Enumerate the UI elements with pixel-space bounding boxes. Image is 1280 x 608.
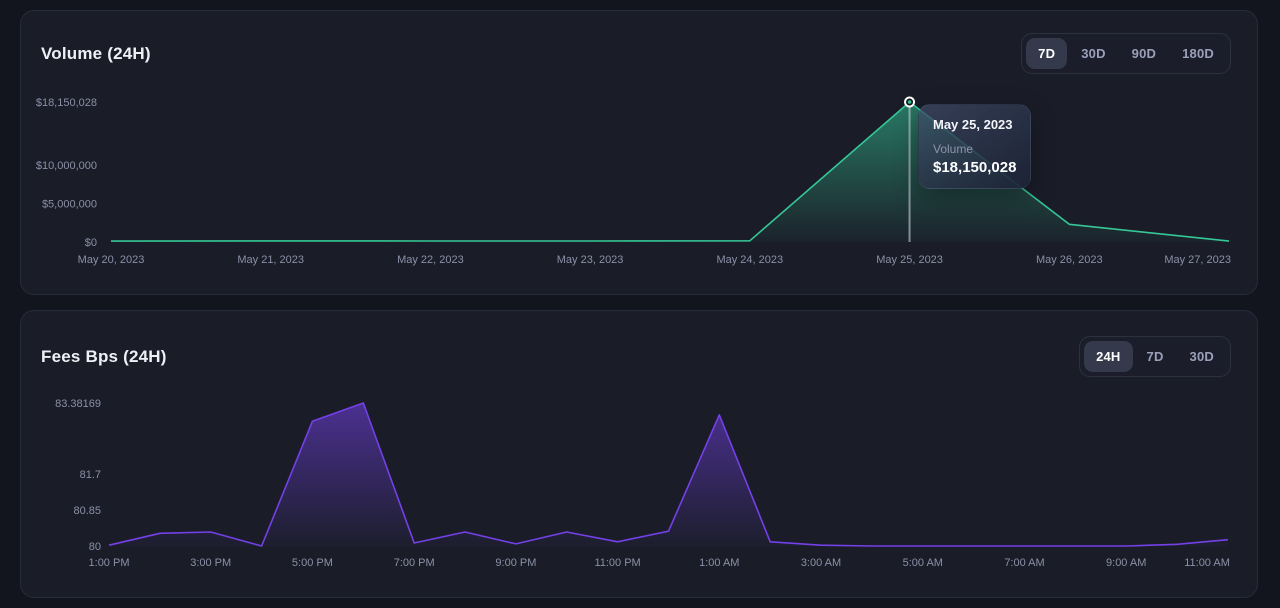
y-tick-label: 80.85 (73, 505, 101, 517)
volume-range-90d-button[interactable]: 90D (1120, 38, 1168, 69)
x-tick-label: May 22, 2023 (397, 254, 464, 266)
tooltip-value: $18,150,028 (933, 159, 1017, 176)
y-tick-label: 83.38169 (55, 398, 101, 410)
volume-chart-line (110, 101, 1230, 242)
x-tick-label: 11:00 AM (1184, 557, 1230, 569)
fees-range-7d-button[interactable]: 7D (1135, 341, 1176, 372)
x-tick-label: 5:00 AM (903, 557, 943, 569)
x-tick-label: 3:00 AM (801, 557, 841, 569)
x-tick-label: 11:00 PM (594, 557, 640, 569)
fees-panel-title: Fees Bps (24H) (41, 347, 167, 366)
x-tick-label: 1:00 AM (699, 557, 739, 569)
fees-chart-area-fill (109, 403, 1228, 546)
x-tick-label: 7:00 PM (394, 557, 435, 569)
x-tick-label: May 25, 2023 (876, 254, 943, 266)
fees-range-30d-button[interactable]: 30D (1178, 341, 1226, 372)
volume-range-30d-button[interactable]: 30D (1069, 38, 1117, 69)
y-tick-label: $5,000,000 (42, 198, 97, 210)
fees-area-chart[interactable]: 83.38169 81.7 80.85 80 1:00 PM 3:00 PM 5:00 PM… (21, 311, 1259, 599)
x-tick-label: 9:00 PM (495, 557, 536, 569)
fees-panel: Fees Bps (24H) 24H 7D 30D 83.38169 81.7 80… (20, 310, 1258, 598)
x-tick-label: May 27, 2023 (1164, 254, 1231, 266)
active-point-dot (907, 100, 912, 104)
fees-range-group: 24H 7D 30D (1079, 336, 1231, 377)
volume-chart-area-fill (111, 102, 1229, 242)
x-tick-label: May 21, 2023 (237, 254, 304, 266)
fees-range-24h-button[interactable]: 24H (1084, 341, 1133, 372)
x-tick-label: 7:00 AM (1004, 557, 1044, 569)
volume-panel: Volume (24H) 7D 30D 90D 180D $18,150,028… (20, 10, 1258, 295)
x-tick-label: 9:00 AM (1106, 557, 1146, 569)
x-tick-label: 1:00 PM (89, 557, 130, 569)
y-tick-label: 81.7 (80, 469, 101, 481)
x-tick-label: May 23, 2023 (557, 254, 624, 266)
y-tick-label: $18,150,028 (36, 97, 97, 109)
x-tick-label: May 20, 2023 (78, 254, 145, 266)
volume-area-chart[interactable]: $18,150,028 $10,000,000 $5,000,000 $0 May 20… (21, 11, 1259, 296)
tooltip-date: May 25, 2023 (933, 117, 1013, 132)
y-tick-label: $10,000,000 (36, 160, 97, 172)
x-tick-label: May 26, 2023 (1036, 254, 1103, 266)
fees-chart-line (108, 402, 1228, 547)
volume-panel-title: Volume (24H) (41, 44, 151, 63)
tooltip-series-label: Volume (933, 142, 974, 156)
x-tick-label: 5:00 PM (292, 557, 333, 569)
volume-range-group: 7D 30D 90D 180D (1021, 33, 1231, 74)
x-tick-label: May 24, 2023 (716, 254, 783, 266)
x-tick-label: 3:00 PM (190, 557, 231, 569)
volume-range-7d-button[interactable]: 7D (1026, 38, 1068, 69)
y-tick-label: 80 (89, 541, 101, 553)
y-tick-label: $0 (85, 237, 97, 249)
volume-tooltip: May 25, 2023 Volume $18,150,028 (918, 104, 1032, 189)
volume-range-180d-button[interactable]: 180D (1170, 38, 1226, 69)
